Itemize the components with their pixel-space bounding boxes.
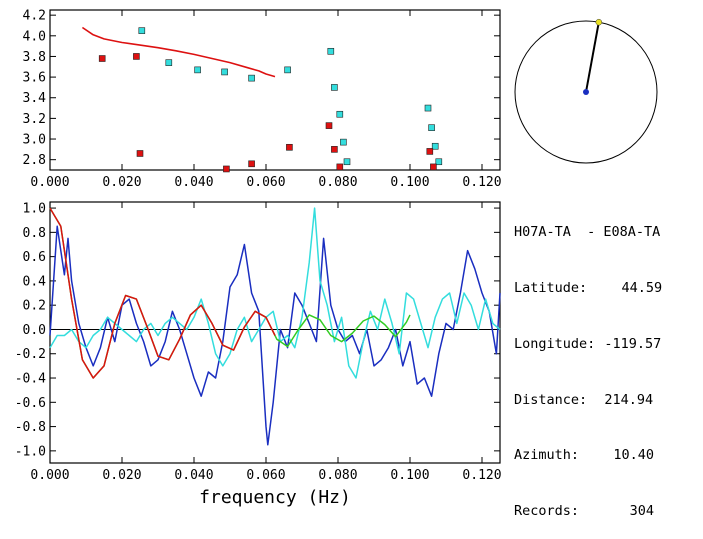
ccf-x-tick-label: 0.100 <box>390 468 429 483</box>
dispersion-y-tick-label: 3.4 <box>23 91 47 106</box>
group-velocity-point <box>331 84 338 91</box>
azimuth-compass <box>514 18 658 164</box>
longitude-label: Longitude: <box>514 335 596 352</box>
phase-velocity-point <box>98 55 106 62</box>
dispersion-x-tick-label: 0.080 <box>318 175 357 190</box>
phase-velocity-point <box>133 53 140 60</box>
group-velocity-point <box>424 104 432 112</box>
compass-circle <box>514 20 658 164</box>
figure-canvas: 0.000 0.020 0.040 0.060 0.080 0.100 0.120 2.8 3.… <box>15 9 658 508</box>
phase-velocity-point <box>136 150 144 157</box>
ccf-x-tick-label: 0.060 <box>246 468 285 483</box>
phase-velocity-point <box>430 163 437 171</box>
group-velocity-point <box>194 66 201 74</box>
ccf-y-tick-label: -0.2 <box>15 347 46 362</box>
phase-velocity-point <box>286 143 293 151</box>
ccf-y-tick-label: 1.0 <box>23 202 46 217</box>
ccf-imag-series <box>49 207 501 379</box>
records-value: 304 <box>629 503 655 520</box>
group-velocity-point <box>343 158 351 166</box>
group-velocity-point <box>284 66 291 74</box>
dispersion-y-tick-label: 3.0 <box>23 133 46 148</box>
group-velocity-point <box>336 110 344 118</box>
group-velocity-point <box>165 59 173 66</box>
group-velocity-point <box>221 68 228 76</box>
ccf-y-tick-label: -0.8 <box>15 420 46 435</box>
group-velocity-point <box>435 158 443 166</box>
dispersion-x-tick-label: 0.100 <box>390 175 429 190</box>
dispersion-plot: 0.000 0.020 0.040 0.060 0.080 0.100 0.120 2.8 3.… <box>23 9 502 190</box>
ccf-y-tick-label: 0.2 <box>23 299 46 314</box>
phase-velocity-point <box>325 122 333 129</box>
phase-velocity-point <box>331 146 338 153</box>
dispersion-x-tick-label: 0.120 <box>462 175 501 190</box>
dispersion-y-tick-label: 3.6 <box>23 71 46 86</box>
distance-value: 214.94 <box>604 391 654 408</box>
ccf-x-axis-label: frequency (Hz) <box>199 487 351 508</box>
longitude-row: Longitude: -119.57 <box>514 335 662 354</box>
ccf-y-tick-label: -0.4 <box>15 372 46 387</box>
station-info-panel: H07A-TA - E08A-TA Latitude: 44.59 Longitu… <box>514 186 662 539</box>
azimuth-label: Azimuth: <box>514 447 580 464</box>
phase-velocity-point <box>336 163 344 171</box>
group-velocity-point <box>327 47 335 55</box>
dispersion-y-tick-label: 2.8 <box>23 153 46 168</box>
station-pair: H07A-TA - E08A-TA <box>514 224 661 241</box>
dispersion-y-tick-label: 4.0 <box>23 29 46 44</box>
dispersion-x-tick-label: 0.000 <box>30 175 69 190</box>
dispersion-plot-frame <box>49 9 501 171</box>
dispersion-x-tick-label: 0.040 <box>174 175 213 190</box>
ccf-x-tick-label: 0.080 <box>318 468 357 483</box>
ccf-y-tick-label: 0.4 <box>23 274 47 289</box>
group-velocity-point <box>431 142 439 150</box>
latitude-label: Latitude: <box>514 279 588 296</box>
ccf-x-tick-label: 0.040 <box>174 468 213 483</box>
bessel-model-red <box>49 207 276 379</box>
distance-label: Distance: <box>514 391 588 408</box>
phase-velocity-point <box>248 160 255 168</box>
ccf-x-tick-label: 0.000 <box>30 468 69 483</box>
azimuth-row: Azimuth: 10.40 <box>514 446 662 465</box>
ccf-x-tick-label: 0.120 <box>462 468 501 483</box>
dispersion-fit-curve <box>81 26 276 78</box>
dispersion-y-tick-label: 3.8 <box>23 50 46 65</box>
group-velocity-point <box>138 27 146 34</box>
group-velocity-point <box>340 138 347 146</box>
dispersion-y-tick-label: 3.2 <box>23 112 46 127</box>
ccf-plot: 0.000 0.020 0.040 0.060 0.080 0.100 0.120 1.0 0.… <box>15 202 502 483</box>
ccf-y-tick-label: -0.6 <box>15 396 46 411</box>
compass-tip-dot <box>595 18 603 26</box>
ccf-real-series <box>49 225 501 446</box>
ccf-x-tick-label: 0.020 <box>102 468 141 483</box>
ccf-y-tick-label: -1.0 <box>15 444 46 459</box>
group-velocity-point <box>248 74 255 82</box>
distance-row: Distance: 214.94 <box>514 391 662 410</box>
ccf-y-tick-label: 0.6 <box>23 250 46 265</box>
dispersion-x-tick-label: 0.060 <box>246 175 285 190</box>
phase-velocity-point <box>426 148 434 155</box>
latitude-value: 44.59 <box>621 279 663 296</box>
compass-needle <box>585 22 600 93</box>
compass-center-dot <box>583 89 589 95</box>
records-row: Records: 304 <box>514 502 662 521</box>
longitude-value: -119.57 <box>604 335 662 352</box>
group-velocity-point <box>428 124 435 131</box>
dispersion-y-tick-label: 4.2 <box>23 9 46 24</box>
ccf-plot-frame <box>49 201 501 464</box>
dispersion-x-tick-label: 0.020 <box>102 175 141 190</box>
ccf-y-tick-label: 0.8 <box>23 226 46 241</box>
ccf-y-tick-label: 0.0 <box>23 323 46 338</box>
phase-velocity-point <box>223 165 230 173</box>
latitude-row: Latitude: 44.59 <box>514 279 662 298</box>
records-label: Records: <box>514 503 580 520</box>
azimuth-value: 10.40 <box>613 447 655 464</box>
